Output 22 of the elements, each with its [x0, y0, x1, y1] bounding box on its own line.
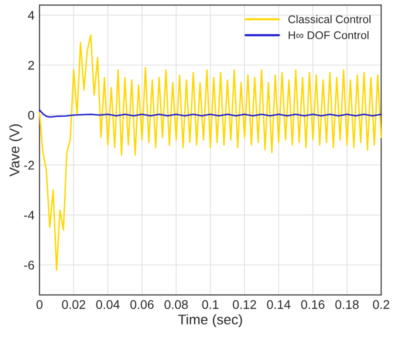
x-tick-label: 0.18	[335, 300, 359, 309]
y-tick-label: -6	[24, 260, 34, 270]
x-tick-label: 0.14	[267, 300, 290, 309]
y-tick-label: 4	[28, 11, 34, 20]
legend-label: H∞ DOF Control	[288, 31, 368, 40]
x-tick-label: 0.08	[164, 300, 188, 309]
x-tick-label: 0.2	[372, 300, 390, 309]
y-axis-title: Vave (V)	[9, 124, 22, 176]
x-tick-label: 0.1	[202, 300, 218, 309]
legend-label: Classical Control	[288, 15, 370, 24]
y-tick-label: -2	[24, 160, 34, 170]
y-tick-label: 0	[28, 110, 34, 120]
x-tick-label: 0	[36, 300, 42, 309]
y-tick-label: -4	[24, 210, 34, 220]
x-tick-label: 0.16	[301, 300, 324, 309]
x-tick-label: 0.02	[62, 300, 86, 309]
x-tick-label: 0.12	[232, 300, 256, 309]
x-tick-label: 0.06	[130, 300, 154, 309]
y-tick-label: 2	[28, 60, 34, 70]
line-series	[38, 109, 382, 118]
x-axis-title: Time (sec)	[178, 314, 242, 328]
x-tick-label: 0.04	[96, 300, 120, 309]
